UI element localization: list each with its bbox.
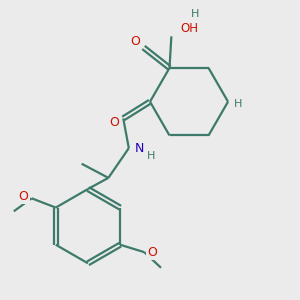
Text: O: O	[109, 116, 119, 129]
Text: O: O	[19, 190, 28, 203]
Text: N: N	[134, 142, 144, 154]
Text: H: H	[191, 9, 199, 19]
Text: OH: OH	[181, 22, 199, 35]
Text: H: H	[147, 151, 155, 161]
Text: O: O	[130, 35, 140, 48]
Text: O: O	[148, 246, 158, 259]
Text: H: H	[234, 99, 243, 109]
